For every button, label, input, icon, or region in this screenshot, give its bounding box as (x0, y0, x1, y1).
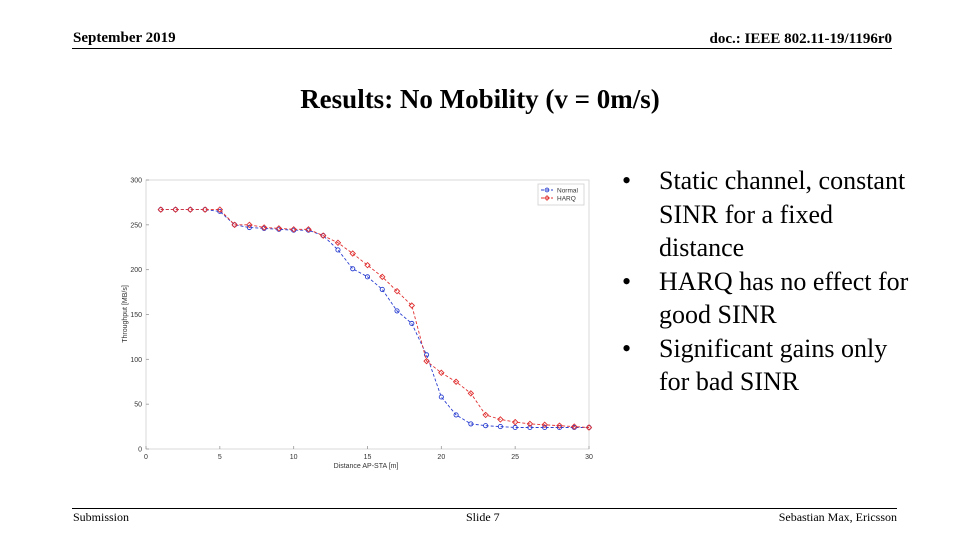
data-point-normal (364, 274, 371, 280)
y-tick-label: 100 (130, 357, 142, 364)
footer-submission: Submission (73, 510, 130, 524)
data-point-harq (364, 261, 371, 269)
data-point-harq (201, 206, 209, 213)
data-point-harq (319, 232, 327, 239)
x-tick-label: 10 (290, 454, 298, 461)
data-point-harq (275, 225, 283, 232)
bullet-item: • Static channel, constant SINR for a fix… (620, 164, 920, 265)
data-point-harq (482, 411, 489, 419)
bullet-item: • Significant gains only for bad SINR (620, 332, 920, 399)
header-divider (72, 48, 892, 49)
legend-marker-normal (544, 187, 550, 193)
data-point-harq (556, 422, 563, 429)
data-point-normal (335, 247, 341, 253)
data-point-harq (438, 369, 445, 377)
data-point-normal (409, 320, 415, 327)
throughput-chart: 0 5 10 15 20 25 30 0 50 100 150 200 250 300 Distance … (110, 170, 600, 475)
footer-divider (72, 508, 897, 509)
header-doc-id: doc.: IEEE 802.11-19/1196r0 (709, 31, 892, 47)
data-point-harq (408, 302, 416, 309)
y-tick-label: 150 (130, 312, 142, 319)
data-point-normal (438, 394, 444, 400)
data-point-harq (172, 206, 179, 213)
bullet-item: • HARQ has no effect for good SINR (620, 265, 920, 332)
bullet-marker: • (622, 333, 632, 363)
data-point-harq (526, 420, 534, 428)
y-tick-label: 0 (138, 447, 142, 454)
data-point-harq (305, 226, 312, 233)
data-point-harq (157, 206, 165, 213)
data-point-normal (394, 308, 400, 314)
bullet-list: • Static channel, constant SINR for a fix… (620, 164, 920, 399)
y-tick-label: 300 (130, 178, 142, 185)
data-point-harq (570, 423, 578, 430)
data-point-harq (187, 206, 194, 213)
legend-marker-harq (544, 195, 550, 201)
y-tick-label: 200 (130, 267, 142, 274)
y-tick-label: 50 (134, 402, 142, 409)
data-point-harq (216, 206, 224, 213)
data-point-harq (290, 226, 297, 233)
x-tick-label: 5 (218, 454, 222, 461)
data-point-normal (497, 424, 503, 430)
data-point-harq (452, 378, 460, 385)
data-point-normal (483, 423, 489, 429)
data-point-normal (379, 286, 385, 292)
plot-frame (145, 179, 590, 450)
bullet-text: Static channel, constant SINR for a fixe… (659, 166, 906, 262)
data-point-normal (527, 424, 533, 431)
legend-label-harq: HARQ (557, 195, 576, 202)
x-tick-label: 25 (511, 454, 519, 461)
data-point-harq (231, 221, 238, 229)
chart-marks (157, 206, 593, 431)
chart-x-axis-label: Distance AP-STA [m] (334, 463, 399, 470)
header-date: September 2019 (73, 30, 176, 46)
data-point-harq (467, 390, 475, 397)
legend-label-normal: Normal (557, 187, 579, 194)
x-tick-label: 20 (437, 454, 445, 461)
data-point-normal (424, 352, 430, 358)
data-point-normal (542, 424, 548, 431)
data-point-harq (393, 287, 401, 295)
data-point-harq (585, 424, 593, 431)
bullet-text: HARQ has no effect for good SINR (659, 266, 909, 330)
data-point-harq (541, 421, 548, 429)
footer-author: Sebastian Max, Ericsson (778, 510, 897, 524)
data-point-normal (453, 412, 459, 418)
data-point-normal (350, 266, 356, 272)
bullet-marker: • (622, 266, 632, 296)
data-point-normal (468, 421, 474, 427)
data-point-harq (260, 224, 268, 231)
data-point-harq (423, 357, 430, 365)
data-point-normal (512, 424, 518, 431)
data-point-harq (349, 250, 356, 257)
y-tick-label: 250 (130, 222, 142, 229)
data-point-harq (246, 221, 253, 229)
bullet-marker: • (622, 166, 632, 195)
data-point-normal (246, 224, 252, 231)
data-point-harq (334, 239, 342, 247)
bullet-text: Significant gains only for bad SINR (659, 333, 888, 397)
data-point-harq (497, 416, 504, 423)
legend-box (537, 183, 585, 206)
data-point-harq (511, 418, 519, 426)
footer-slide-number: Slide 7 (466, 510, 500, 524)
slide-title: Results: No Mobility (v = 0m/s) (300, 84, 660, 114)
x-tick-label: 30 (585, 454, 593, 461)
chart-y-axis-label: Throughput [MB/s] (122, 285, 129, 343)
data-point-harq (379, 273, 386, 281)
x-tick-label: 0 (144, 454, 148, 461)
x-tick-label: 15 (364, 454, 372, 461)
